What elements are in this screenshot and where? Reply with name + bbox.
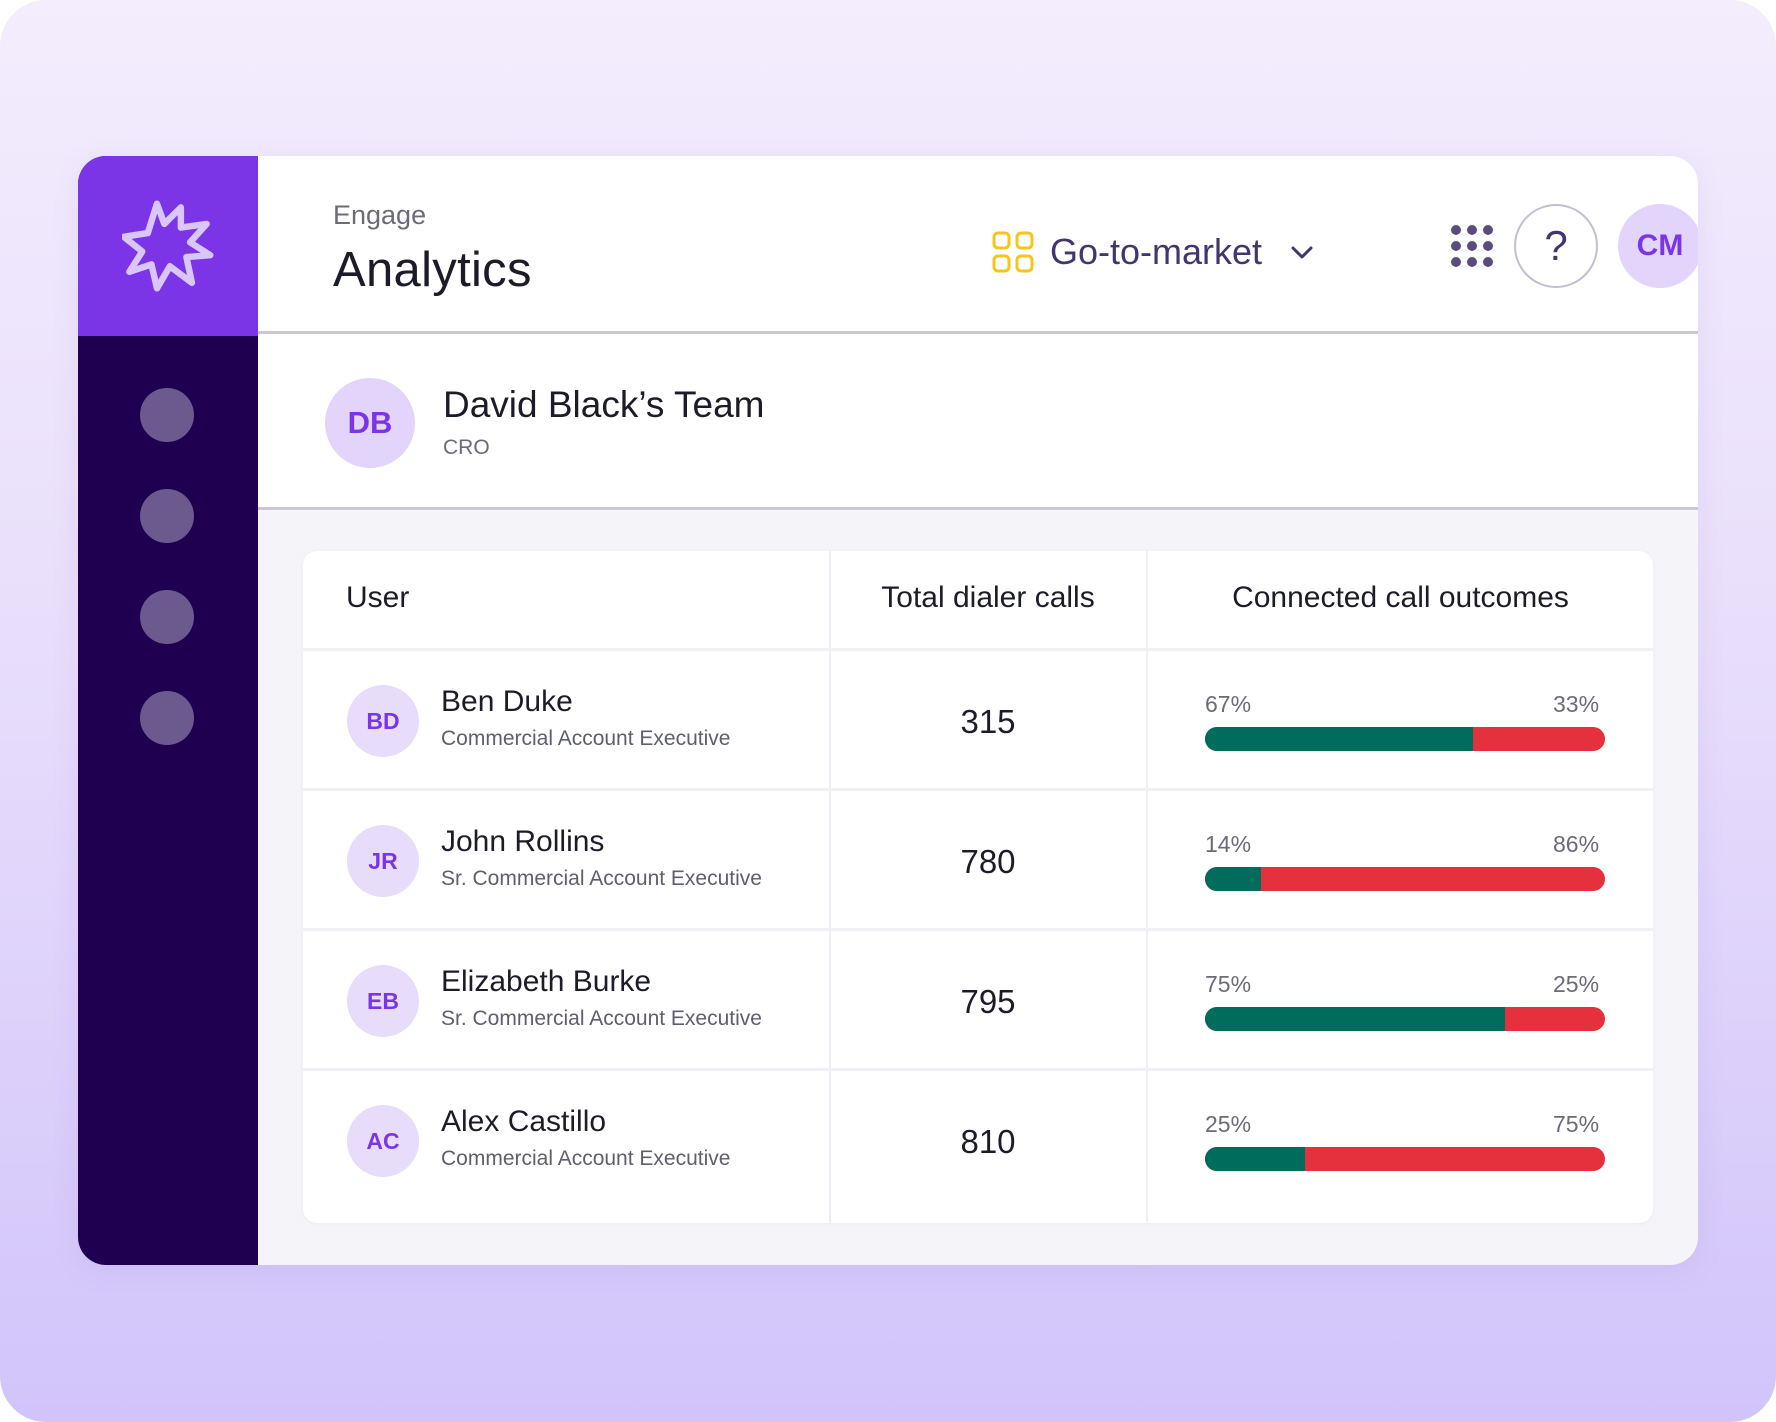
help-button[interactable]: ? — [1514, 204, 1598, 288]
top-header: Engage Analytics Go-to-market — [258, 156, 1698, 334]
grid-squares-icon — [992, 231, 1034, 273]
workspace-switcher[interactable]: Go-to-market — [992, 224, 1316, 280]
table-row[interactable]: BD Ben Duke Commercial Account Executive 31… — [303, 651, 1653, 791]
team-avatar: DB — [325, 378, 415, 468]
user-title: Commercial Account Executive — [441, 1147, 731, 1170]
breadcrumb[interactable]: Engage — [333, 200, 427, 230]
sidebar-item-3[interactable] — [140, 590, 194, 644]
user-calls-table: User Total dialer calls Connected call o… — [303, 551, 1653, 1223]
user-name[interactable]: John Rollins — [441, 825, 605, 858]
user-title: Sr. Commercial Account Executive — [441, 1007, 762, 1030]
user-name[interactable]: Elizabeth Burke — [441, 965, 652, 998]
total-dialer-calls: 810 — [960, 1123, 1016, 1160]
team-role: CRO — [443, 436, 490, 459]
connected-bar-fill — [1205, 867, 1261, 891]
column-header-outcomes[interactable]: Connected call outcomes — [1232, 581, 1569, 614]
user-avatar-initials: JR — [347, 825, 419, 897]
help-icon: ? — [1544, 222, 1568, 269]
total-dialer-calls: 315 — [960, 703, 1016, 740]
outcome-bar — [1205, 1007, 1605, 1031]
page-title: Analytics — [333, 243, 532, 297]
connected-percent: 14% — [1205, 831, 1252, 857]
total-dialer-calls: 780 — [960, 843, 1016, 880]
connected-percent: 67% — [1205, 691, 1252, 717]
total-dialer-calls: 795 — [960, 983, 1016, 1020]
connected-bar-fill — [1205, 727, 1473, 751]
not-connected-percent: 33% — [1553, 691, 1600, 717]
column-divider — [829, 551, 831, 1223]
sidebar-item-2[interactable] — [140, 489, 194, 543]
table-row[interactable]: EB Elizabeth Burke Sr. Commercial Account … — [303, 931, 1653, 1071]
not-connected-percent: 86% — [1553, 831, 1600, 857]
user-avatar-initials: AC — [347, 1105, 419, 1177]
user-title: Commercial Account Executive — [441, 727, 731, 750]
connected-percent: 75% — [1205, 971, 1252, 997]
column-divider — [1146, 551, 1148, 1223]
table-row[interactable]: AC Alex Castillo Commercial Account Execut… — [303, 1071, 1653, 1211]
user-avatar[interactable]: CM — [1618, 204, 1698, 288]
user-name[interactable]: Alex Castillo — [441, 1105, 607, 1138]
user-name[interactable]: Ben Duke — [441, 685, 573, 718]
outcome-bar — [1205, 1147, 1605, 1171]
outcome-bar — [1205, 867, 1605, 891]
not-connected-percent: 75% — [1553, 1111, 1600, 1137]
sidebar-item-4[interactable] — [140, 691, 194, 745]
workspace-label: Go-to-market — [1050, 231, 1263, 272]
apps-grid-icon[interactable] — [1448, 222, 1496, 270]
outcome-bar — [1205, 727, 1605, 751]
column-header-user[interactable]: User — [346, 581, 410, 614]
chevron-down-icon — [1291, 246, 1313, 259]
user-title: Sr. Commercial Account Executive — [441, 867, 762, 890]
connected-bar-fill — [1205, 1007, 1505, 1031]
team-name: David Black’s Team — [443, 384, 765, 425]
not-connected-percent: 25% — [1553, 971, 1600, 997]
sidebar-item-1[interactable] — [140, 388, 194, 442]
spark-logo-icon — [122, 200, 214, 292]
team-header: DB David Black’s Team CRO — [258, 334, 1698, 510]
user-avatar-initials: BD — [347, 685, 419, 757]
sidebar — [78, 156, 258, 1265]
table-row[interactable]: JR John Rollins Sr. Commercial Account Exe… — [303, 791, 1653, 931]
column-header-calls[interactable]: Total dialer calls — [881, 581, 1095, 614]
user-avatar-initials: EB — [347, 965, 419, 1037]
table-header-row: User Total dialer calls Connected call o… — [303, 551, 1653, 651]
connected-bar-fill — [1205, 1147, 1305, 1171]
logo[interactable] — [78, 156, 258, 336]
app-window: Engage Analytics Go-to-market — [78, 156, 1698, 1265]
connected-percent: 25% — [1205, 1111, 1252, 1137]
